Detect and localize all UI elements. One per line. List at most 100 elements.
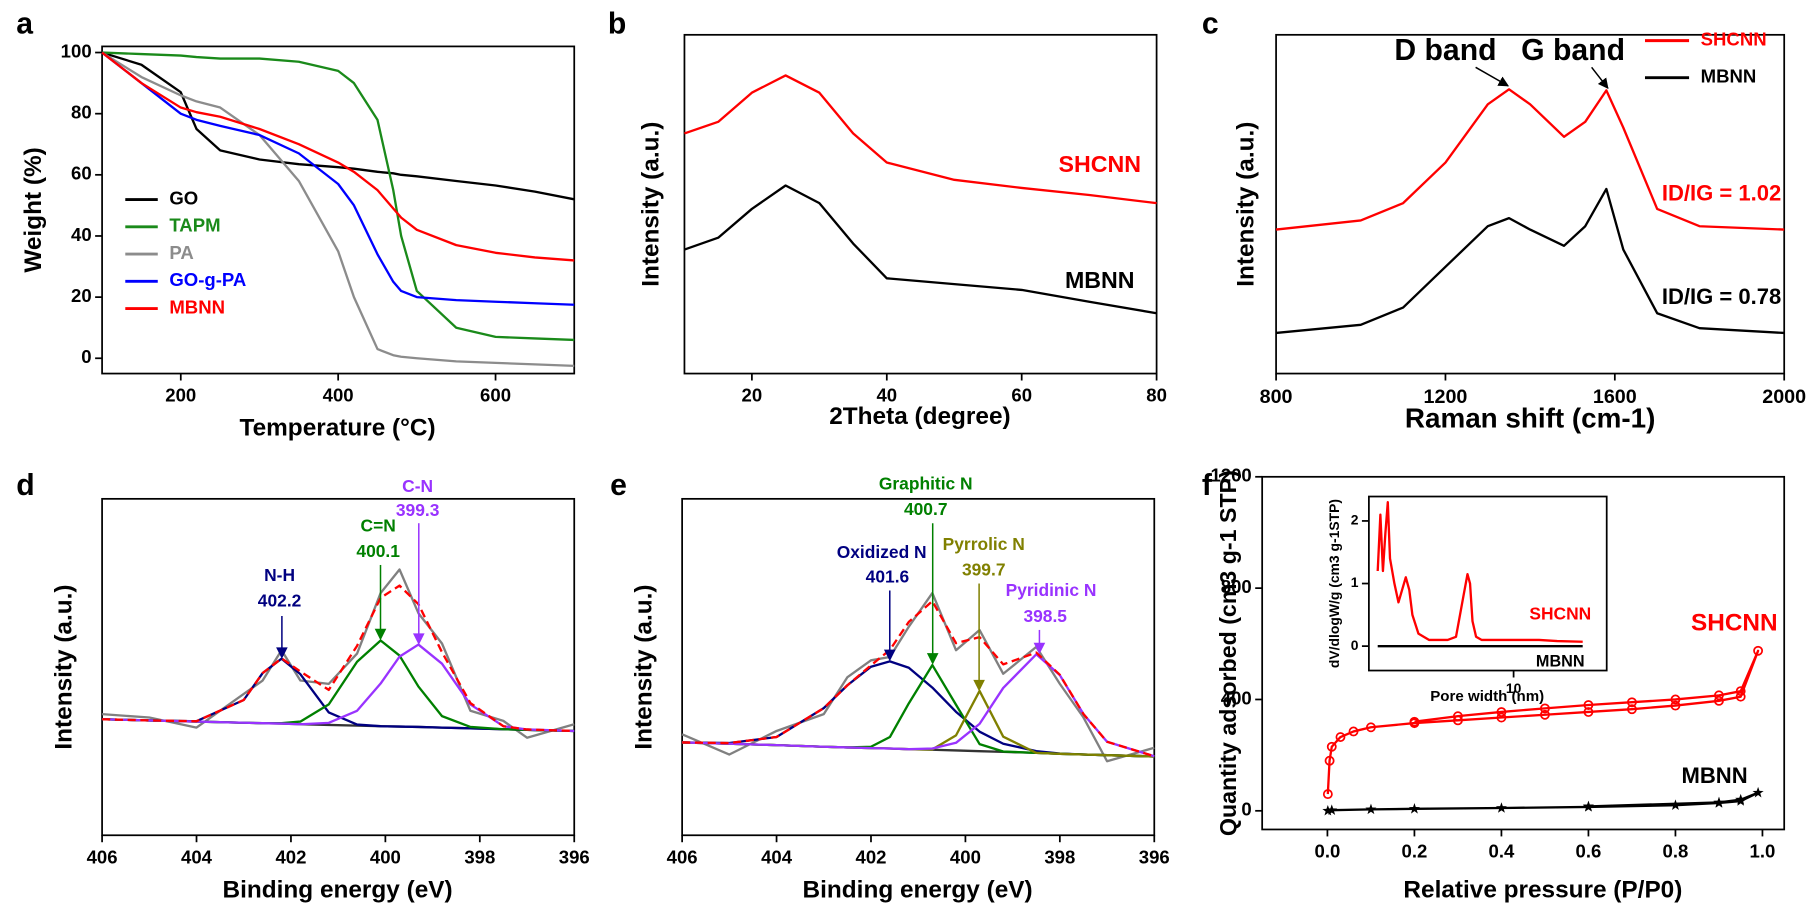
x-tick-label: 0.2 <box>1402 841 1428 862</box>
y-tick-label: 0 <box>81 346 91 367</box>
y-tick-label: 80 <box>71 102 92 123</box>
x-tick-label: 406 <box>667 846 698 867</box>
point-marker <box>1324 755 1335 766</box>
point-marker <box>1714 695 1724 706</box>
y-tick-label: 1 <box>1351 574 1359 590</box>
peak-marker <box>883 649 896 662</box>
annotation: Oxidized N <box>837 542 927 562</box>
series-line <box>1376 501 1583 643</box>
x-axis-label: Binding energy (eV) <box>223 876 453 903</box>
plot-frame <box>1261 475 1786 831</box>
x-tick-label: 400 <box>950 846 981 867</box>
x-tick-label: 40 <box>876 385 897 406</box>
series-line <box>101 51 575 368</box>
annotation: 399.3 <box>396 500 440 520</box>
point-marker <box>1752 786 1764 798</box>
series-label: MBNN <box>1536 653 1585 671</box>
x-axis-label: Binding energy (eV) <box>803 876 1033 903</box>
series-line <box>1275 187 1785 335</box>
point-marker <box>1365 722 1376 733</box>
x-tick-label: 402 <box>856 846 887 867</box>
series-line <box>102 51 575 342</box>
x-tick-label: 1.0 <box>1750 841 1776 862</box>
point-marker <box>1326 741 1337 752</box>
legend-label: MBNN <box>169 296 225 317</box>
point-marker <box>1735 793 1747 805</box>
legend-label: MBNN <box>1701 66 1757 87</box>
series-line <box>682 689 1155 758</box>
series-label: SHCNN <box>1691 610 1778 637</box>
series-line <box>102 584 575 733</box>
x-tick-label: 60 <box>1011 385 1032 406</box>
series-line <box>682 653 1155 758</box>
point-marker <box>1713 796 1725 808</box>
x-tick-label: 20 <box>742 385 763 406</box>
series-label: SHCNN <box>1529 603 1591 623</box>
plot-frame <box>101 45 576 375</box>
y-axis-label: Intensity (a.u.) <box>50 584 77 749</box>
point-marker <box>1409 716 1420 727</box>
peak-marker <box>412 633 425 646</box>
x-tick-label: 406 <box>87 846 118 867</box>
series-line <box>102 568 575 739</box>
x-axis-label: Relative pressure (P/P0) <box>1403 876 1682 903</box>
peak-marker <box>973 679 985 692</box>
panel: 800 1200 1600 2000 Raman shift (cm-1) Intensi… <box>1233 29 1807 434</box>
x-tick-label: 0.8 <box>1663 841 1689 862</box>
panel: 20 40 60 80 2Theta (degree) Intensity (a.u.) S… <box>637 33 1167 430</box>
point-marker <box>1540 709 1550 720</box>
x-tick-label: 396 <box>1139 846 1170 867</box>
y-axis-label: Weight (%) <box>20 147 47 272</box>
point-marker <box>1627 697 1637 708</box>
point-marker <box>1496 712 1507 723</box>
point-marker <box>1452 715 1463 726</box>
annotation: C=N <box>361 515 396 535</box>
x-axis-label: 2Theta (degree) <box>829 403 1010 430</box>
x-tick-label: 0.0 <box>1315 841 1341 862</box>
x-tick-label: 400 <box>323 385 354 406</box>
annotation: N-H <box>264 565 295 585</box>
point-marker <box>1735 691 1746 702</box>
arrow <box>1475 66 1510 87</box>
point-marker <box>1753 645 1764 656</box>
series-line <box>684 184 1157 315</box>
arrow <box>1591 66 1609 90</box>
x-tick-label: 600 <box>480 385 511 406</box>
y-tick-label: 60 <box>71 163 92 184</box>
plot-frame <box>1275 33 1786 375</box>
annotation: ID/IG = 1.02 <box>1662 181 1781 206</box>
peak-marker <box>926 653 939 665</box>
point-marker <box>1540 703 1550 714</box>
point-marker <box>1735 686 1746 697</box>
x-tick-label: 1600 <box>1593 386 1637 408</box>
series-line <box>1327 791 1760 812</box>
series-line <box>101 51 575 262</box>
panel-letter: d <box>16 469 34 502</box>
y-tick-label: 400 <box>1221 687 1252 708</box>
x-tick-label: 0.4 <box>1489 841 1515 862</box>
x-tick-label: 80 <box>1146 385 1167 406</box>
legend-label: SHCNN <box>1701 29 1767 50</box>
annotation: D band <box>1394 34 1496 67</box>
x-tick-label: 400 <box>370 846 401 867</box>
point-marker <box>1322 789 1333 800</box>
annotation: Pyridinic N <box>1006 580 1097 600</box>
annotation: 399.7 <box>962 559 1006 579</box>
series-label: MBNN <box>1065 267 1135 293</box>
annotation: 400.1 <box>356 541 400 561</box>
y-tick-label: 2 <box>1351 512 1359 528</box>
annotation: G band <box>1521 34 1625 67</box>
annotation: 402.2 <box>258 591 302 611</box>
point-marker <box>1452 711 1463 722</box>
point-marker <box>1582 800 1594 812</box>
point-marker <box>1583 707 1594 717</box>
series-line <box>102 643 575 733</box>
x-tick-label: 1200 <box>1424 386 1468 408</box>
plot-frame <box>681 497 1156 837</box>
series-line <box>682 600 1155 758</box>
series-line <box>101 51 575 306</box>
x-tick-label: 404 <box>761 846 793 867</box>
y-tick-label: 40 <box>71 224 92 245</box>
y-tick-label: 1200 <box>1210 465 1251 486</box>
peak-marker <box>1033 642 1046 655</box>
